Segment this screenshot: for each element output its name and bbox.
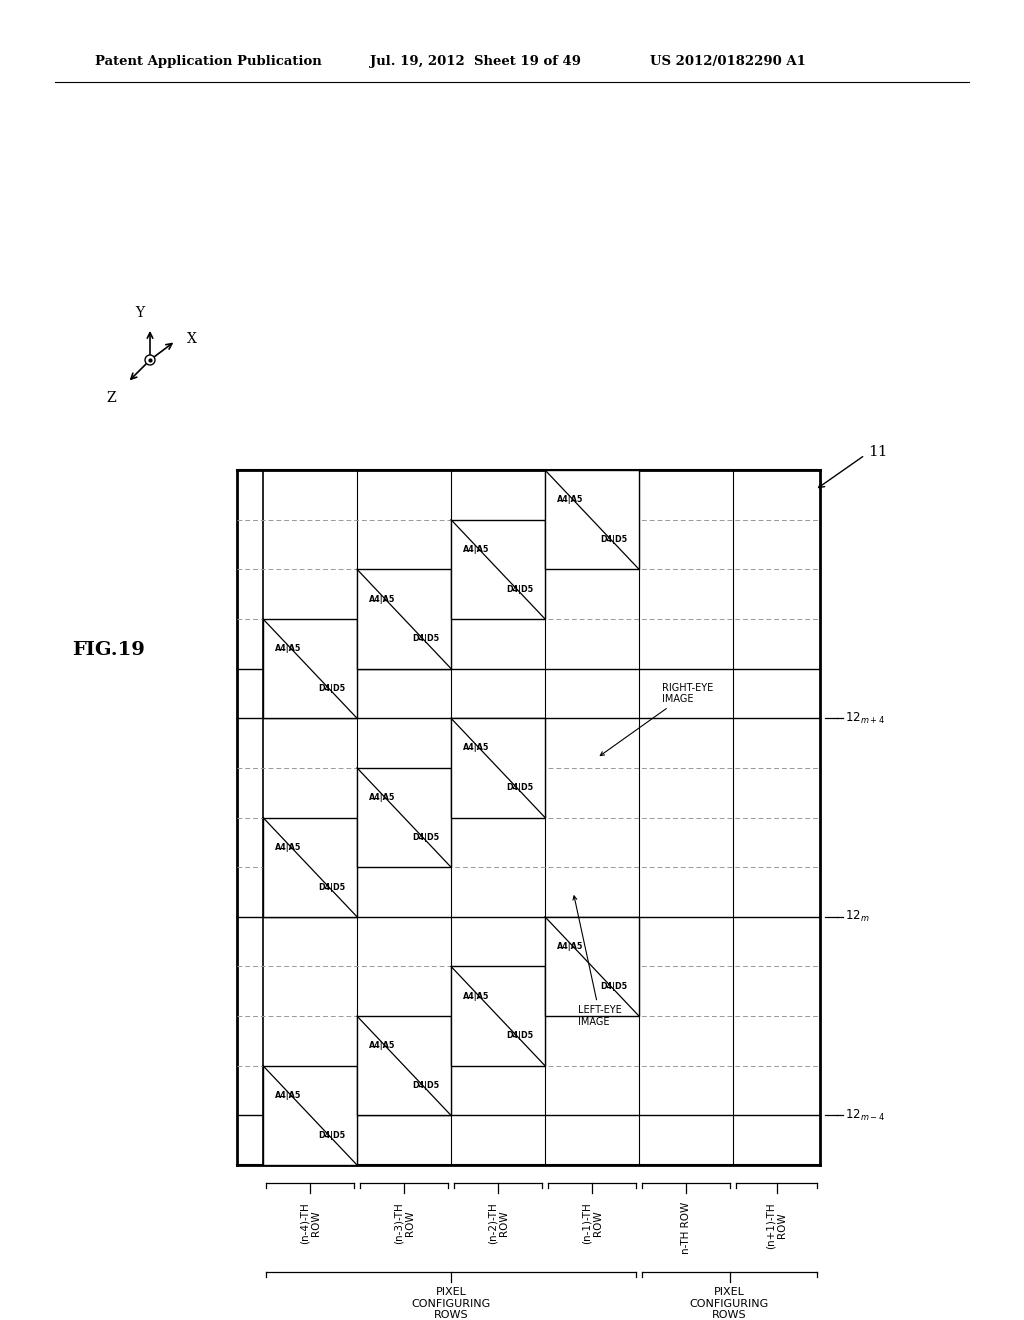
Bar [357, 1016, 451, 1115]
Text: FIG.19: FIG.19 [72, 642, 144, 659]
Circle shape [145, 355, 155, 366]
Text: D4|D5: D4|D5 [412, 1081, 439, 1090]
Text: D4|D5: D4|D5 [412, 635, 439, 643]
Bar [451, 520, 545, 619]
Text: (n+1)-TH
ROW: (n+1)-TH ROW [766, 1203, 787, 1249]
Text: (n-3)-TH
ROW: (n-3)-TH ROW [393, 1203, 415, 1243]
Bar [545, 917, 639, 1016]
Bar [263, 1065, 357, 1166]
Text: $12_{m+4}$: $12_{m+4}$ [845, 710, 885, 726]
Text: A4|A5: A4|A5 [275, 644, 301, 653]
Text: D4|D5: D4|D5 [412, 833, 439, 842]
Text: RIGHT-EYE
IMAGE: RIGHT-EYE IMAGE [600, 682, 714, 755]
Bar [451, 966, 545, 1065]
Text: D4|D5: D4|D5 [600, 982, 627, 991]
Text: D4|D5: D4|D5 [318, 883, 345, 891]
Text: A4|A5: A4|A5 [557, 495, 584, 504]
Text: Jul. 19, 2012  Sheet 19 of 49: Jul. 19, 2012 Sheet 19 of 49 [370, 55, 581, 69]
Text: A4|A5: A4|A5 [370, 1041, 395, 1051]
Text: A4|A5: A4|A5 [463, 743, 489, 752]
Text: $12_{m-4}$: $12_{m-4}$ [845, 1107, 885, 1123]
Text: (n-4)-TH
ROW: (n-4)-TH ROW [299, 1203, 321, 1243]
Bar [357, 569, 451, 668]
Text: D4|D5: D4|D5 [318, 684, 345, 693]
Text: LEFT-EYE
IMAGE: LEFT-EYE IMAGE [573, 896, 622, 1027]
Text: n-TH ROW: n-TH ROW [681, 1203, 691, 1254]
Text: Y: Y [135, 306, 144, 319]
Text: PIXEL
CONFIGURING
ROWS: PIXEL CONFIGURING ROWS [412, 1287, 490, 1320]
Text: D4|D5: D4|D5 [318, 1131, 345, 1139]
Text: US 2012/0182290 A1: US 2012/0182290 A1 [650, 55, 806, 69]
Bar [263, 619, 357, 718]
Text: Patent Application Publication: Patent Application Publication [95, 55, 322, 69]
Text: Z: Z [106, 391, 117, 405]
Text: A4|A5: A4|A5 [370, 594, 395, 603]
Bar [263, 817, 357, 917]
Text: (n-2)-TH
ROW: (n-2)-TH ROW [487, 1203, 509, 1243]
Text: A4|A5: A4|A5 [275, 1092, 301, 1100]
Text: X: X [186, 333, 197, 346]
Text: D4|D5: D4|D5 [506, 783, 534, 792]
Text: 11: 11 [868, 445, 888, 459]
Text: $12_{m}$: $12_{m}$ [845, 909, 869, 924]
Bar [545, 470, 639, 569]
Text: A4|A5: A4|A5 [557, 942, 584, 952]
Text: (n-1)-TH
ROW: (n-1)-TH ROW [582, 1203, 603, 1243]
Text: A4|A5: A4|A5 [370, 793, 395, 803]
Text: D4|D5: D4|D5 [506, 585, 534, 594]
Text: A4|A5: A4|A5 [463, 991, 489, 1001]
Text: A4|A5: A4|A5 [463, 545, 489, 554]
Bar [451, 718, 545, 817]
Text: D4|D5: D4|D5 [506, 1031, 534, 1040]
Text: D4|D5: D4|D5 [600, 535, 627, 544]
Text: A4|A5: A4|A5 [275, 842, 301, 851]
Bar [357, 768, 451, 867]
Text: PIXEL
CONFIGURING
ROWS: PIXEL CONFIGURING ROWS [690, 1287, 769, 1320]
